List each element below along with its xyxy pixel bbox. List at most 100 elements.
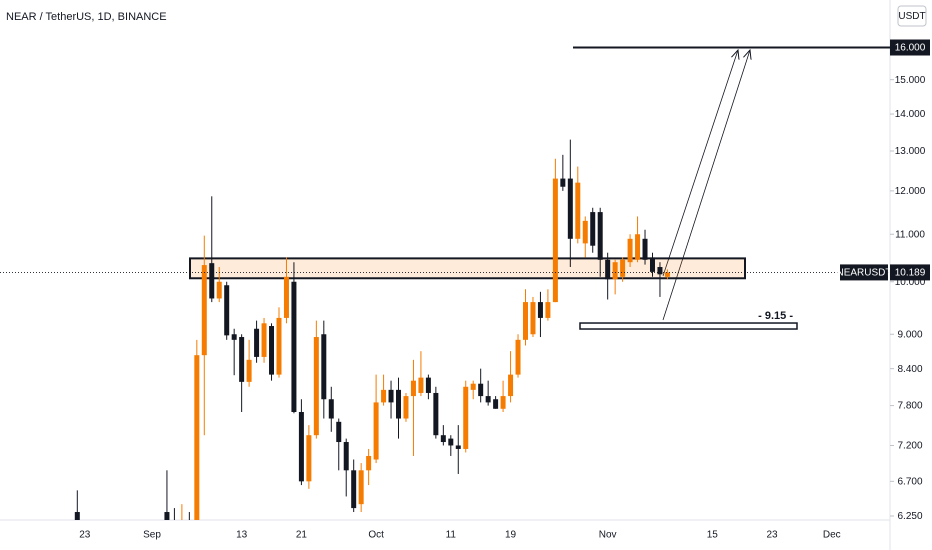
candle-body: [164, 512, 170, 520]
candle-body: [657, 267, 663, 275]
y-tick-label: 7.800: [897, 401, 922, 412]
x-tick-label: Sep: [143, 530, 161, 541]
y-tick-label: 8.400: [897, 364, 922, 375]
candle-body: [515, 339, 521, 375]
candle-body: [448, 438, 454, 446]
candle-body: [440, 435, 446, 443]
candle-body: [664, 272, 670, 277]
y-tick-label: 11.000: [895, 229, 925, 240]
candle-body: [336, 421, 342, 443]
candle-body: [351, 470, 357, 509]
x-tick-label: 23: [79, 530, 91, 541]
candle-body: [74, 512, 80, 520]
y-tick-label: 16.000: [895, 43, 926, 54]
candle-body: [485, 396, 491, 403]
x-tick-label: Nov: [599, 530, 617, 541]
currency-box[interactable]: [897, 5, 927, 27]
candle-body: [187, 520, 192, 524]
x-tick-label: 19: [505, 530, 517, 541]
candles: [74, 139, 670, 528]
candle-body: [172, 520, 177, 528]
candle-body: [567, 178, 573, 239]
candle-body: [328, 399, 334, 419]
candle-body: [373, 402, 379, 460]
candle-body: [388, 389, 394, 403]
candle-body: [478, 383, 484, 397]
candle-body: [201, 265, 207, 356]
x-tick-label: 23: [766, 530, 778, 541]
arrow: [662, 50, 738, 277]
y-tick-label: 13.000: [895, 146, 926, 157]
candle-body: [635, 234, 641, 260]
candle-body: [590, 212, 596, 246]
candle-body: [537, 302, 543, 318]
candle-body: [605, 259, 611, 280]
symbol-box: [840, 264, 888, 281]
candle-body: [231, 334, 237, 340]
candle-body: [493, 399, 499, 409]
candle-body: [530, 302, 536, 335]
candle-body: [627, 238, 633, 263]
candle-body: [179, 520, 184, 528]
candle-body: [523, 302, 528, 340]
target-label-box: [890, 39, 930, 56]
candle-body: [298, 412, 304, 482]
candle-body: [209, 263, 215, 299]
y-tick-label: 14.000: [895, 109, 926, 120]
candle-body: [463, 386, 469, 449]
x-tick-label: 21: [296, 530, 308, 541]
candle-body: [470, 383, 476, 390]
candle-body: [508, 374, 514, 397]
candle-body: [306, 435, 312, 482]
y-tick-label: 6.250: [897, 511, 922, 522]
candle-body: [597, 212, 603, 260]
candle-body: [269, 326, 275, 375]
candle-body: [560, 178, 566, 187]
support-box: [579, 322, 798, 330]
candle-body: [455, 445, 461, 449]
candle-body: [224, 285, 230, 336]
candle-body: [246, 359, 252, 382]
support-label: - 9.15 -: [758, 310, 793, 322]
candle-body: [552, 178, 558, 303]
candle-body: [410, 380, 416, 397]
candle-body: [642, 238, 648, 260]
candle-body: [425, 377, 431, 393]
candle-body: [254, 328, 260, 357]
candle-body: [403, 396, 409, 419]
x-tick-label: 11: [446, 530, 457, 541]
x-tick-label: 13: [236, 530, 248, 541]
last-price-box: [890, 264, 930, 281]
candle-body: [575, 182, 581, 239]
candle-body: [433, 392, 439, 436]
currency[interactable]: USDT: [898, 11, 925, 22]
candle-body: [381, 389, 387, 403]
last-price-label: 10.189: [895, 268, 926, 279]
candle-body: [500, 396, 506, 409]
candle-body: [366, 455, 372, 471]
candle-body: [582, 220, 588, 244]
candle-body: [239, 337, 245, 382]
candle-body: [358, 470, 364, 505]
candle-body: [545, 302, 551, 318]
x-tick-label: 15: [707, 530, 719, 541]
candle-body: [194, 355, 200, 520]
candle-body: [313, 337, 319, 436]
x-tick-label: Oct: [368, 530, 384, 541]
candle-body: [291, 281, 297, 413]
candle-body: [216, 281, 222, 299]
y-tick-label: 10.000: [895, 277, 926, 288]
arrow: [662, 50, 750, 321]
y-tick-label: 6.700: [897, 476, 922, 487]
candle-body: [418, 377, 424, 393]
y-tick-label: 9.000: [897, 329, 922, 340]
y-tick-label: 7.200: [897, 441, 922, 452]
candle-body: [396, 389, 402, 419]
candle-body: [612, 262, 618, 280]
y-tick-label: 15.000: [895, 75, 926, 86]
chart-title: NEAR / TetherUS, 1D, BINANCE: [6, 11, 167, 23]
x-tick-label: Dec: [823, 530, 841, 541]
candle-body: [343, 442, 349, 471]
candle-body: [276, 317, 282, 375]
